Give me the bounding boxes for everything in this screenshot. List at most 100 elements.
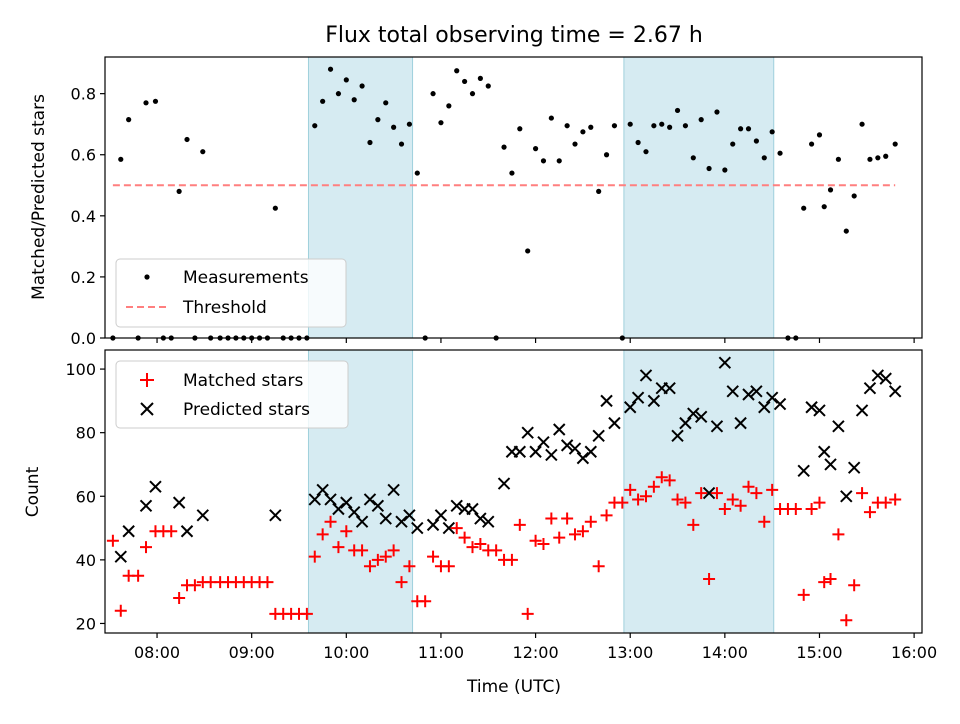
matched-star-point xyxy=(687,518,700,531)
measurement-point xyxy=(835,156,842,162)
legend-predicted-marker xyxy=(140,402,154,416)
measurement-point xyxy=(667,124,673,130)
predicted-star-point xyxy=(863,381,877,395)
measurement-point xyxy=(859,121,865,127)
measurement-point xyxy=(375,117,381,123)
top-axes-frame xyxy=(104,56,923,339)
y-tick-label: 0.4 xyxy=(71,207,96,226)
matched-star-point xyxy=(561,512,574,525)
x-axis-label: Time (UTC) xyxy=(466,677,561,697)
matched-star-point xyxy=(742,480,755,493)
matched-star-point xyxy=(140,541,153,554)
matched-star-point xyxy=(832,528,845,541)
measurement-point xyxy=(745,126,752,132)
matched-star-point xyxy=(106,534,119,547)
matched-star-point xyxy=(789,502,802,515)
measurement-point xyxy=(808,141,815,147)
matched-star-point xyxy=(805,502,818,515)
measurement-point xyxy=(469,91,476,97)
measurement-point xyxy=(722,167,728,173)
predicted-star-point xyxy=(308,493,321,506)
bottom-legend: Matched stars Predicted stars xyxy=(115,360,349,429)
matched-star-point xyxy=(584,515,597,528)
matched-star-point xyxy=(624,483,637,496)
predicted-star-point xyxy=(560,439,574,452)
predicted-star-point xyxy=(797,464,810,478)
matched-star-point xyxy=(703,572,716,585)
predicted-star-point xyxy=(355,515,369,528)
legend-predicted-label: Predicted stars xyxy=(183,400,310,420)
measurement-point xyxy=(327,66,334,72)
predicted-star-point xyxy=(631,391,645,404)
matched-star-point xyxy=(387,544,400,557)
measurement-point xyxy=(564,123,570,129)
measurement-point xyxy=(674,107,681,114)
predicted-star-point xyxy=(114,550,127,563)
predicted-star-point xyxy=(742,388,755,401)
measurement-point xyxy=(580,129,586,135)
measurement-point xyxy=(761,155,767,161)
matched-star-point xyxy=(616,496,629,509)
predicted-star-point xyxy=(832,420,845,433)
predicted-star-point xyxy=(592,429,605,443)
predicted-star-point xyxy=(805,401,818,414)
predicted-star-point xyxy=(840,490,853,503)
predicted-star-point xyxy=(529,445,542,458)
bottom-y-axis: 20 40 60 80 100 xyxy=(65,360,105,633)
matched-star-point xyxy=(261,576,274,589)
predicted-star-point xyxy=(773,397,787,411)
predicted-star-point xyxy=(363,493,377,506)
matched-star-point xyxy=(529,534,542,547)
matched-star-point xyxy=(679,496,692,509)
matched-star-point xyxy=(856,487,869,500)
matched-star-point xyxy=(521,607,534,620)
predicted-star-point xyxy=(679,416,692,430)
matched-star-point xyxy=(647,480,660,493)
measurement-point xyxy=(430,91,436,97)
predicted-star-point xyxy=(576,451,590,465)
matched-star-point xyxy=(114,604,127,617)
matched-star-point xyxy=(545,512,558,525)
measurement-point xyxy=(892,141,898,147)
predicted-star-point xyxy=(758,401,771,414)
measurement-point xyxy=(152,98,159,104)
predicted-star-point xyxy=(466,502,479,516)
measurement-point xyxy=(143,100,149,106)
matched-star-point xyxy=(356,544,369,557)
matched-star-point xyxy=(308,550,321,563)
predicted-star-point xyxy=(647,394,661,408)
measurement-point xyxy=(383,100,389,106)
matched-star-point xyxy=(442,560,455,573)
y-tick-label: 0.6 xyxy=(71,146,96,165)
legend-matched-marker xyxy=(140,373,154,387)
measurement-point xyxy=(367,139,373,146)
measurement-point xyxy=(391,124,397,130)
predicted-star-point xyxy=(139,499,153,513)
matched-star-point xyxy=(592,560,605,573)
measurement-point xyxy=(351,97,357,103)
predicted-star-point xyxy=(584,445,597,458)
measurement-point xyxy=(548,115,554,121)
x-tick-label: 09:00 xyxy=(229,643,275,662)
measurement-point xyxy=(525,248,531,254)
measurement-point xyxy=(611,123,618,129)
matched-star-point xyxy=(371,553,384,566)
measurement-point xyxy=(272,205,278,211)
bottom-x-axis: 08:00 09:00 10:00 11:00 12:00 13:00 14:00 15:00… xyxy=(134,633,937,662)
top-panel: 0.00.20.40.60.8 Matched/Predicted stars … xyxy=(29,56,923,348)
y-tick-label: 80 xyxy=(76,424,96,443)
predicted-star-point xyxy=(324,493,337,506)
legend-measurements-marker xyxy=(144,274,150,280)
x-tick-label: 15:00 xyxy=(796,643,842,662)
matched-star-point xyxy=(840,614,853,627)
measurement-point xyxy=(843,228,849,234)
matched-star-point xyxy=(758,515,771,528)
matched-star-point xyxy=(569,528,582,541)
matched-star-point xyxy=(766,483,779,496)
measurement-point xyxy=(867,156,873,162)
matched-star-point xyxy=(671,493,684,506)
measurement-point xyxy=(682,123,689,129)
predicted-star-point xyxy=(474,512,487,525)
